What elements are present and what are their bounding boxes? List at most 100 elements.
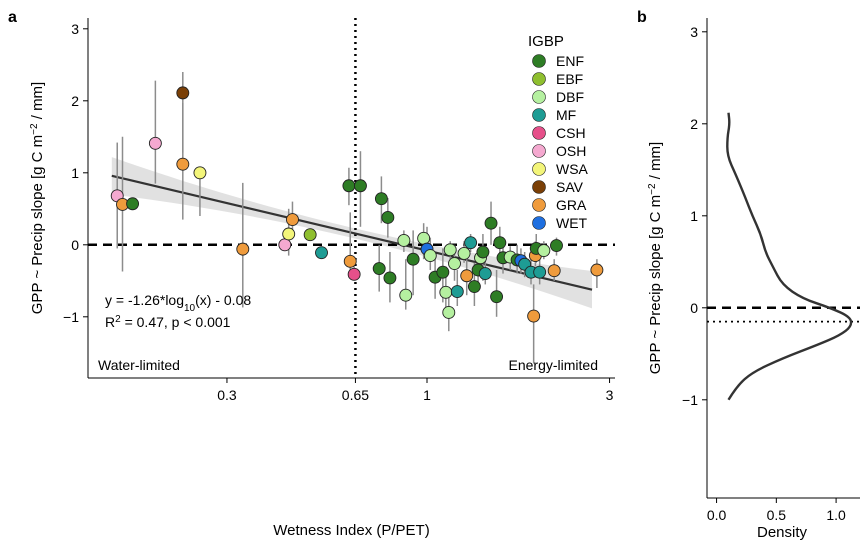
legend-swatch-wet xyxy=(532,216,546,230)
panel-b-x-axis-title: Density xyxy=(757,524,808,541)
data-point-gra xyxy=(343,254,357,268)
data-point-mf xyxy=(478,267,492,281)
data-point-enf xyxy=(436,265,450,279)
stats-r-exponent: 2 xyxy=(115,314,121,325)
data-point-gra xyxy=(590,263,604,277)
data-point-dbf xyxy=(399,288,413,302)
y-tick-label: −1 xyxy=(682,392,698,408)
regression-equation: y = -1.26*log10(x) - 0.08 xyxy=(105,292,251,314)
x-tick-label: 3 xyxy=(606,387,614,403)
data-point-dbf xyxy=(417,231,431,245)
data-point-enf xyxy=(493,236,507,250)
data-point-gra xyxy=(176,157,190,171)
panel-a-regression-line xyxy=(111,174,593,291)
legend-items: ENF EBF DBF MF CSH OSH WSA SAV GRA WET xyxy=(532,53,589,231)
stats-values: = 0.47, p < 0.001 xyxy=(121,314,231,330)
legend-label-enf: ENF xyxy=(556,53,584,69)
data-point-osh xyxy=(148,136,162,150)
data-point-dbf xyxy=(442,306,456,319)
data-point-gra xyxy=(286,213,299,227)
y-tick-label: −1 xyxy=(63,309,79,325)
data-point-dbf xyxy=(423,249,437,263)
legend-title: IGBP xyxy=(528,33,564,50)
legend-label-sav: SAV xyxy=(556,179,584,195)
data-point-dbf xyxy=(537,244,551,258)
panel-b-label: b xyxy=(637,9,647,26)
panel-a: −1 0 1 2 3 0.3 0.65 1 3 Wetness Index (P/PET) G… xyxy=(29,18,615,539)
data-point-osh xyxy=(278,238,292,252)
panel-a-y-title-main: GPP ~ Precip slope [g C m xyxy=(29,135,46,314)
data-point-enf xyxy=(374,192,388,206)
data-point-dbf xyxy=(448,257,461,270)
data-point-enf xyxy=(550,239,563,252)
legend-swatch-gra xyxy=(532,198,546,212)
x-tick-label: 0.5 xyxy=(767,507,787,523)
data-point-enf xyxy=(406,252,420,266)
legend-label-osh: OSH xyxy=(556,143,586,159)
legend-label-csh: CSH xyxy=(556,125,586,141)
data-point-ebf xyxy=(303,228,317,242)
water-limited-label: Water-limited xyxy=(98,357,180,373)
x-tick-label: 1.0 xyxy=(826,507,846,523)
y-tick-label: 3 xyxy=(71,21,79,37)
legend-label-ebf: EBF xyxy=(556,71,583,87)
data-point-gra xyxy=(236,242,250,256)
data-point-dbf xyxy=(457,246,471,260)
legend-swatch-wsa xyxy=(532,162,546,176)
panel-a-x-ticks: 0.3 0.65 1 3 xyxy=(217,378,614,403)
stats-r: R xyxy=(105,314,115,330)
panel-b-y-title-main: GPP ~ Precip slope [g C m xyxy=(647,195,664,374)
data-point-sav xyxy=(176,86,190,100)
panel-a-y-ticks: −1 0 1 2 3 xyxy=(63,21,88,325)
legend-swatch-mf xyxy=(532,108,546,122)
panel-a-x-axis-title: Wetness Index (P/PET) xyxy=(273,522,429,539)
legend-label-gra: GRA xyxy=(556,197,587,213)
y-tick-label: 1 xyxy=(690,208,698,224)
data-point-enf xyxy=(342,179,356,193)
y-tick-label: 3 xyxy=(690,24,698,40)
data-point-enf xyxy=(476,245,490,259)
legend-swatch-sav xyxy=(532,180,546,194)
legend-label-wsa: WSA xyxy=(556,161,589,177)
data-point-enf xyxy=(490,290,504,304)
panel-a-y-axis-title: GPP ~ Precip slope [g C m−2 / mm] xyxy=(29,82,47,314)
data-point-dbf xyxy=(443,243,457,257)
y-tick-label: 1 xyxy=(71,165,79,181)
panel-b-x-ticks: 0.0 0.5 1.0 xyxy=(707,498,846,523)
data-point-gra xyxy=(547,264,561,278)
legend-swatch-enf xyxy=(532,54,546,68)
legend-swatch-dbf xyxy=(532,90,546,104)
legend-label-dbf: DBF xyxy=(556,89,584,105)
data-point-mf xyxy=(533,265,547,279)
y-tick-label: 0 xyxy=(690,300,698,316)
data-point-enf xyxy=(383,271,397,285)
y-tick-label: 2 xyxy=(71,93,79,109)
legend-swatch-ebf xyxy=(532,72,546,86)
x-tick-label: 1 xyxy=(423,387,431,403)
panel-a-y-title-exponent: −2 xyxy=(29,123,40,135)
data-point-enf xyxy=(354,179,367,193)
data-point-mf xyxy=(315,246,328,260)
panel-a-label: a xyxy=(8,9,17,26)
data-point-gra xyxy=(527,309,541,323)
data-point-csh xyxy=(347,267,361,281)
x-tick-label: 0.0 xyxy=(707,507,727,523)
legend-label-mf: MF xyxy=(556,107,576,123)
x-tick-label: 0.3 xyxy=(217,387,237,403)
data-point-enf xyxy=(126,197,140,211)
panel-b-y-title-exponent: −2 xyxy=(647,183,658,195)
panel-a-points xyxy=(110,86,604,323)
data-point-dbf xyxy=(397,234,411,247)
panel-b-density-curve xyxy=(726,112,853,401)
equation-log-base: 10 xyxy=(184,303,196,314)
data-point-wsa xyxy=(282,227,296,241)
y-tick-label: 0 xyxy=(71,237,79,253)
x-tick-label: 0.65 xyxy=(342,387,369,403)
energy-limited-label: Energy-limited xyxy=(509,357,598,373)
data-point-enf xyxy=(484,216,498,230)
equation-part-tail: (x) - 0.08 xyxy=(195,292,251,308)
legend-label-wet: WET xyxy=(556,215,588,231)
data-point-gra xyxy=(460,269,474,283)
data-point-dbf xyxy=(439,285,453,299)
